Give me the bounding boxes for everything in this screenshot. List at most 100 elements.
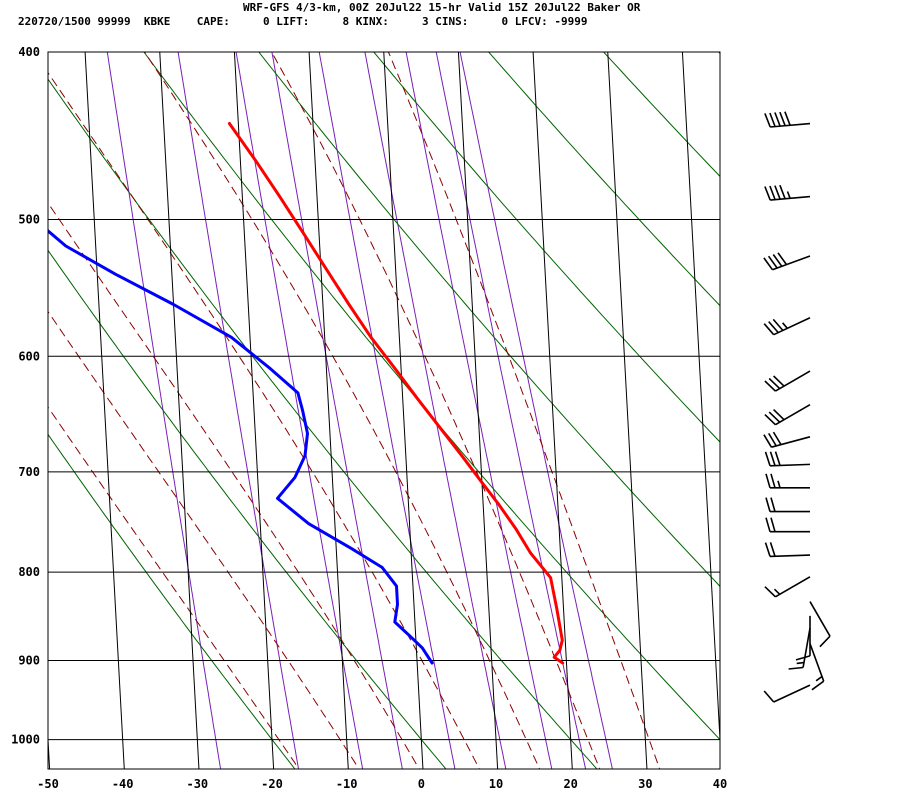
moist-adiabat-line <box>271 52 601 769</box>
wind-barb-flag <box>770 497 776 512</box>
dry-adiabat-line <box>373 52 720 443</box>
moist-adiabat-line <box>48 310 360 769</box>
isotherm-grid-line <box>84 52 125 769</box>
pressure-tick-label: 400 <box>18 45 40 59</box>
mixing-ratio-line <box>235 52 364 769</box>
temperature-tick-label: -10 <box>336 777 358 791</box>
dry-adiabat-line <box>143 52 720 741</box>
wind-barb-staff <box>809 601 831 637</box>
wind-barb-flag <box>765 473 771 489</box>
isotherm-grid-line <box>532 52 573 769</box>
dry-adiabat-line <box>48 433 296 769</box>
wind-barb-flag <box>764 414 776 426</box>
wind-barb-staff <box>802 627 811 668</box>
wind-barb <box>764 542 811 558</box>
moist-adiabat-line <box>48 406 300 769</box>
wind-barb <box>809 643 825 691</box>
wind-barb-staff <box>774 403 811 426</box>
wind-barb-staff <box>771 436 811 448</box>
pressure-tick-label: 900 <box>18 654 40 668</box>
axis-tick-labels: 400 500 600 700 800 900 1000 -50 -40 -30 -20 -10 0 10… <box>11 45 727 791</box>
temperature-tick-label: 10 <box>489 777 503 791</box>
wind-barb <box>763 431 811 448</box>
wind-barb <box>809 601 831 648</box>
wind-barb-flag <box>765 497 771 512</box>
dry-adiabat-line <box>815 33 900 776</box>
wind-barb-flag <box>768 411 781 423</box>
mixing-ratio-line <box>106 52 222 769</box>
wind-barb <box>795 615 811 661</box>
wind-barb-flag <box>773 409 785 421</box>
wind-barb-staff <box>769 554 811 558</box>
wind-barb-flag <box>770 517 776 532</box>
pressure-tick-label: 1000 <box>11 733 40 747</box>
wind-barb <box>764 576 811 598</box>
wind-barb-flag <box>772 431 782 446</box>
mixing-ratio-line <box>435 52 587 769</box>
wind-barb-flag <box>764 586 776 598</box>
isotherm-grid-line <box>457 52 499 769</box>
wind-barb-flag <box>763 257 774 271</box>
wind-barb-staff <box>772 255 811 271</box>
wind-barb <box>764 403 811 426</box>
temperature-tick-label: -40 <box>112 777 134 791</box>
wind-barb-flag <box>772 318 784 331</box>
wind-barb-column <box>763 111 831 703</box>
wind-barb-flag <box>763 323 775 336</box>
wind-barb-staff <box>773 317 811 336</box>
isotherm-grid-line <box>607 52 648 769</box>
wind-barb-half-flag <box>773 588 781 595</box>
wind-barb-flag <box>769 112 776 127</box>
wind-barb-flag <box>774 112 781 127</box>
wind-barb-flag <box>819 635 831 648</box>
wind-barb-flag <box>772 254 783 267</box>
wind-barb <box>765 497 811 513</box>
wind-barb-flag <box>770 473 776 489</box>
wind-barb-flag <box>769 185 776 200</box>
dry-adiabat-line <box>488 52 720 307</box>
wind-barb <box>763 252 811 271</box>
wind-barb-flag <box>764 542 771 557</box>
pressure-tick-label: 800 <box>18 565 40 579</box>
moist-adiabat-line <box>143 52 541 769</box>
wind-barb <box>788 627 811 670</box>
isotherm-grid-line <box>233 52 275 769</box>
temperature-tick-label: 0 <box>418 777 425 791</box>
wind-barb <box>764 111 811 128</box>
temperature-tick-label: 30 <box>638 777 652 791</box>
wind-barb-flag <box>774 451 781 466</box>
wind-barb-staff <box>774 370 811 392</box>
sounding-profiles <box>48 122 565 665</box>
thermodynamic-guide-lines <box>48 33 900 776</box>
isotherm-grid-line <box>383 52 424 769</box>
wind-barb <box>764 451 811 467</box>
wind-barb-half-flag <box>781 322 788 329</box>
dewpoint-profile-line <box>48 228 434 665</box>
temperature-tick-label: -50 <box>37 777 59 791</box>
wind-barb-flag <box>774 185 781 200</box>
wind-barb-half-flag <box>777 480 781 489</box>
temperature-tick-label: -20 <box>261 777 283 791</box>
wind-barb-flag <box>764 186 771 201</box>
wind-barb-flag <box>764 380 776 392</box>
wind-barb-staff <box>809 643 825 682</box>
dry-adiabat-line <box>602 52 720 178</box>
wind-barb <box>763 317 811 336</box>
wind-barb <box>764 370 811 392</box>
wind-barb-flag <box>784 111 791 126</box>
wind-barb-flag <box>777 252 788 266</box>
dry-adiabat-line <box>717 52 720 55</box>
chart-header: WRF-GFS 4/3-km, 00Z 20Jul22 15-hr Valid … <box>0 0 900 32</box>
wind-barb-half-flag <box>786 191 791 199</box>
isotherm-grid-line <box>308 52 349 769</box>
wind-barb-flag <box>764 113 771 128</box>
wind-barb-flag <box>811 680 825 691</box>
chart-title: WRF-GFS 4/3-km, 00Z 20Jul22 15-hr Valid … <box>243 1 641 14</box>
pressure-tick-label: 500 <box>18 212 40 226</box>
wind-barb-flag <box>788 666 804 670</box>
wind-barb-flag <box>769 542 776 557</box>
dry-adiabat-line <box>48 249 447 769</box>
pressure-tick-label: 600 <box>18 349 40 363</box>
wind-barb <box>764 184 811 201</box>
wind-barb <box>763 684 811 703</box>
